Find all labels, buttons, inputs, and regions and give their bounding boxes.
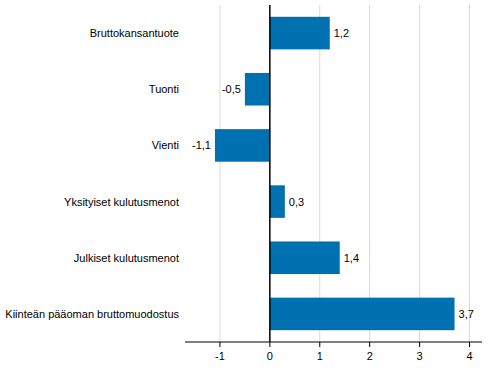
category-label: Bruttokansantuote [90, 27, 179, 39]
grid-line [219, 5, 220, 342]
tick-label: 2 [367, 350, 373, 362]
category-label: Tuonti [149, 83, 179, 95]
grid-line [469, 5, 470, 342]
tick [419, 342, 420, 347]
bar [245, 73, 270, 106]
grid-line [419, 5, 420, 342]
category-label: Julkiset kulutusmenot [74, 252, 179, 264]
category-label: Vienti [152, 139, 179, 151]
category-label: Yksityiset kulutusmenot [64, 196, 179, 208]
data-label: -1,1 [192, 139, 211, 151]
tick [319, 342, 320, 347]
grid-line [369, 5, 370, 342]
data-label: 3,7 [459, 308, 474, 320]
bar [270, 17, 330, 50]
category-label: Kiinteän pääoman bruttomuodostus [5, 308, 179, 320]
bar [270, 241, 340, 274]
chart-svg: -1 0 1 2 3 4 Bruttokansantuote Tuonti Vienti Yksi… [0, 0, 491, 378]
data-label: 1,4 [344, 252, 359, 264]
tick-label: 0 [267, 350, 273, 362]
tick-label: 4 [466, 350, 472, 362]
data-label: -0,5 [222, 83, 241, 95]
tick-label: 1 [317, 350, 323, 362]
tick [469, 342, 470, 347]
tick [269, 342, 270, 347]
x-axis [185, 342, 482, 343]
chart: -1 0 1 2 3 4 Bruttokansantuote Tuonti Vienti Yksi… [0, 0, 491, 378]
bar [215, 129, 270, 162]
tick [369, 342, 370, 347]
zero-line [269, 5, 271, 342]
grid-line [319, 5, 320, 342]
tick-label: -1 [215, 350, 225, 362]
data-label: 1,2 [334, 27, 349, 39]
tick [219, 342, 220, 347]
data-label: 0,3 [289, 196, 304, 208]
bars [215, 17, 455, 330]
bar [270, 185, 285, 218]
bar [270, 298, 455, 331]
tick-label: 3 [417, 350, 423, 362]
